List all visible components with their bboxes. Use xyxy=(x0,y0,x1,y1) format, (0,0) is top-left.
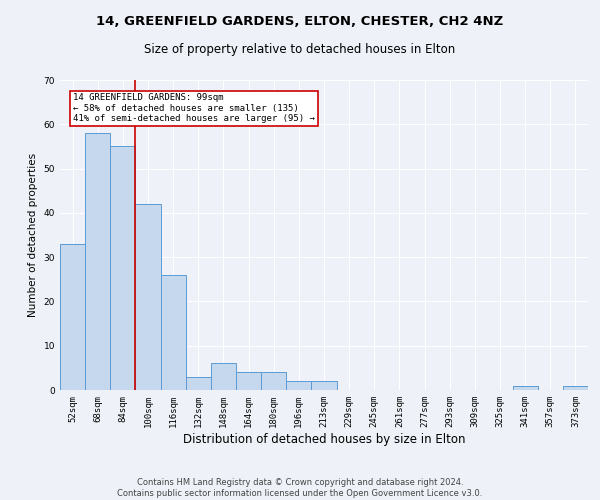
Bar xyxy=(136,204,161,390)
Bar xyxy=(110,146,136,390)
X-axis label: Distribution of detached houses by size in Elton: Distribution of detached houses by size … xyxy=(183,432,465,446)
Bar xyxy=(236,372,261,390)
Bar xyxy=(60,244,85,390)
Text: 14, GREENFIELD GARDENS, ELTON, CHESTER, CH2 4NZ: 14, GREENFIELD GARDENS, ELTON, CHESTER, … xyxy=(97,15,503,28)
Bar xyxy=(311,381,337,390)
Bar xyxy=(261,372,286,390)
Y-axis label: Number of detached properties: Number of detached properties xyxy=(28,153,38,317)
Bar xyxy=(211,364,236,390)
Bar xyxy=(161,275,186,390)
Bar xyxy=(563,386,588,390)
Bar xyxy=(85,133,110,390)
Text: 14 GREENFIELD GARDENS: 99sqm
← 58% of detached houses are smaller (135)
41% of s: 14 GREENFIELD GARDENS: 99sqm ← 58% of de… xyxy=(73,94,315,123)
Bar xyxy=(286,381,311,390)
Text: Size of property relative to detached houses in Elton: Size of property relative to detached ho… xyxy=(145,42,455,56)
Text: Contains HM Land Registry data © Crown copyright and database right 2024.
Contai: Contains HM Land Registry data © Crown c… xyxy=(118,478,482,498)
Bar xyxy=(512,386,538,390)
Bar xyxy=(186,376,211,390)
